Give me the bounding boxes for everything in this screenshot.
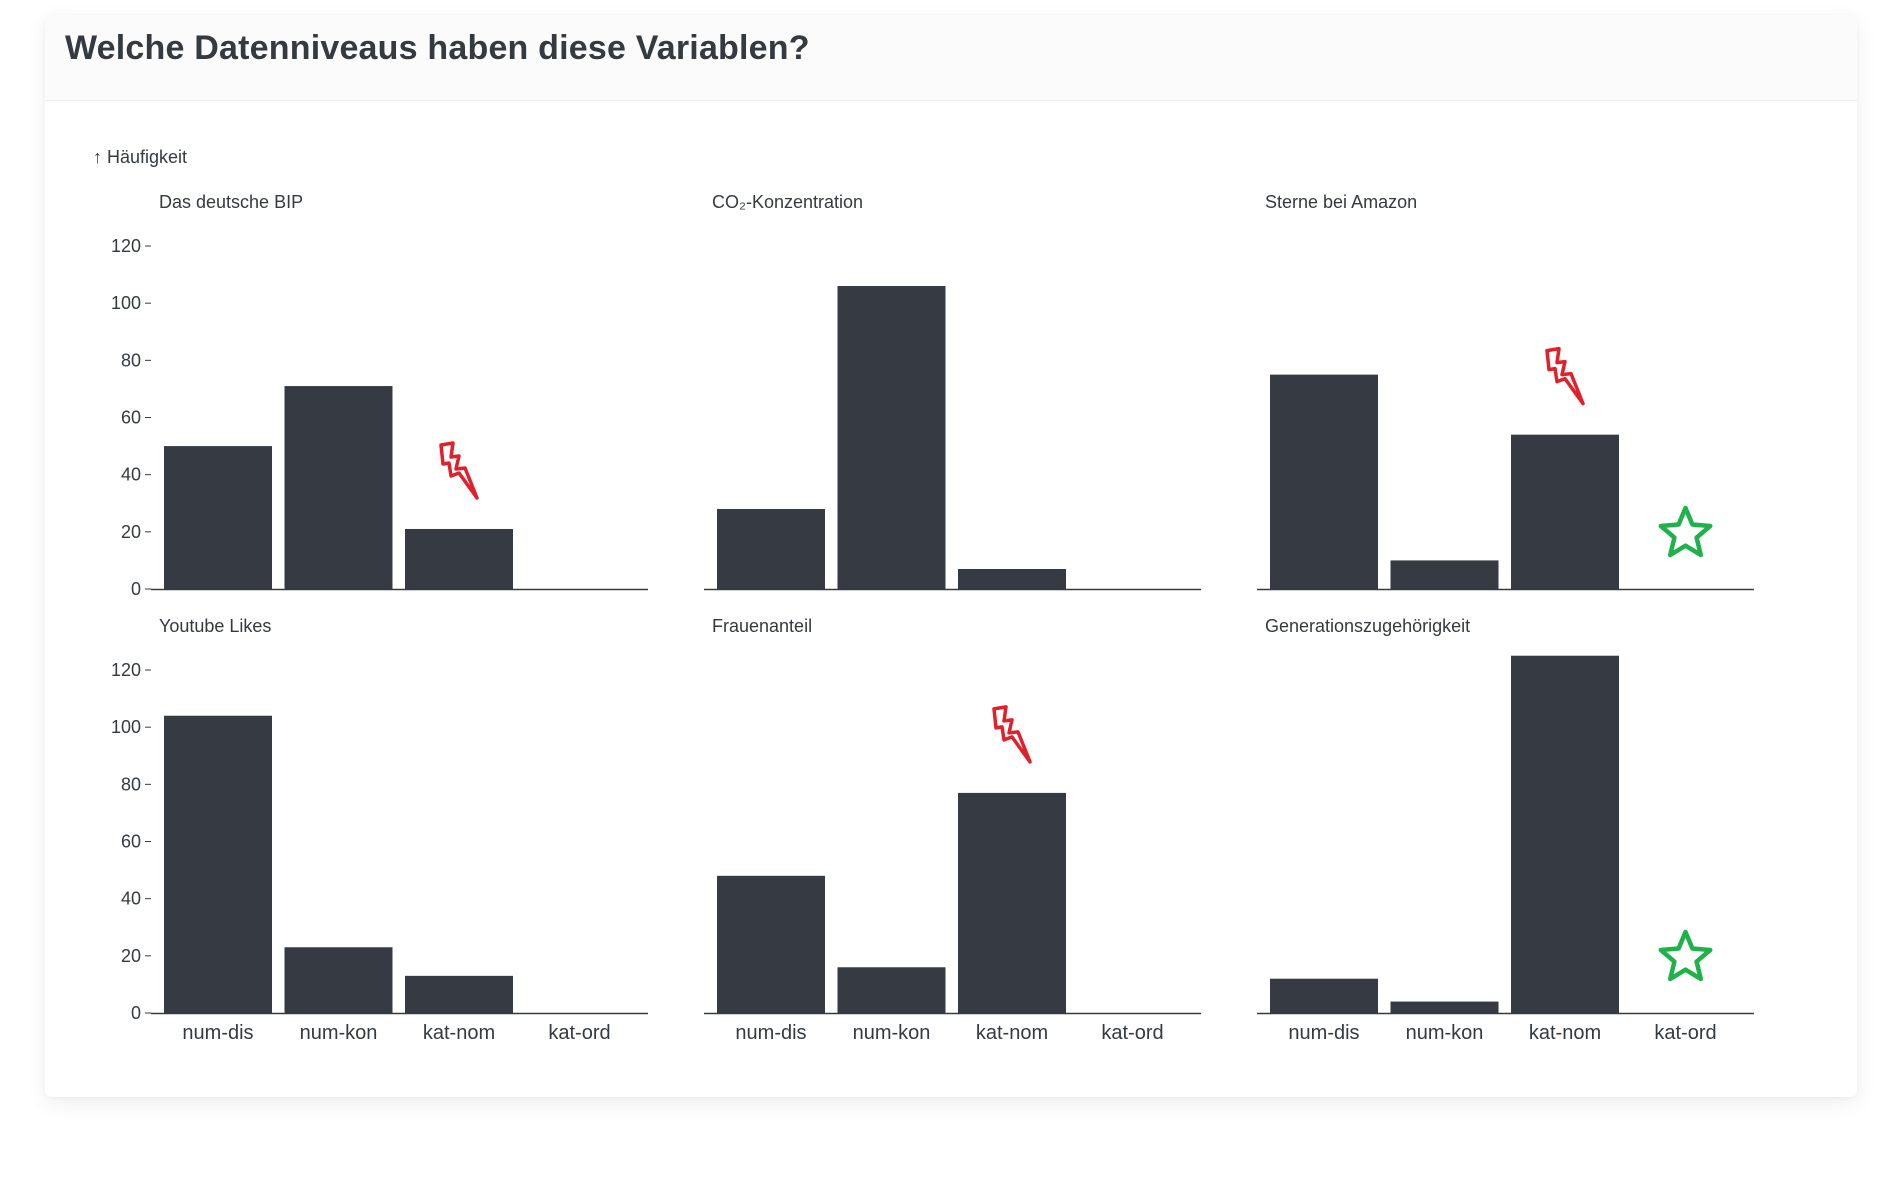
y-tick-label: 20 [121,522,141,542]
bar [958,568,1066,589]
bar [405,528,513,589]
y-axis-label: ↑ Häufigkeit [93,147,187,167]
chart-panel: Youtube Likes 0 20 40 60 80 100 120 num-dis num-k… [111,616,648,1044]
bar [164,446,272,589]
x-tick-label: num-kon [853,1022,931,1044]
chart-panel: Sterne bei Amazon [1257,192,1754,591]
y-tick-label: 40 [121,465,141,485]
lightning-shape [992,705,1032,764]
panel-title: CO₂-Konzentration [712,192,863,212]
panel-title: Youtube Likes [159,616,271,636]
x-tick-label: num-dis [735,1022,806,1044]
bar [717,875,825,1013]
x-tick-label: num-dis [182,1022,253,1044]
chart-panel: CO₂-Konzentration [704,192,1201,591]
panel-title: Das deutsche BIP [159,192,303,212]
card-header: Welche Datenniveaus haben diese Variable… [45,15,1857,101]
x-tick-label: kat-nom [423,1022,495,1044]
bar [1270,374,1378,589]
y-tick-label: 80 [121,774,141,794]
x-tick-label: num-kon [300,1022,378,1044]
lightning-shape [439,441,479,500]
bar [1390,560,1499,589]
x-tick-label: kat-ord [1654,1022,1716,1044]
y-tick-label: 100 [111,717,141,737]
bar [1390,1001,1499,1013]
chart-panel: Das deutsche BIP 0 20 40 60 80 100 120 [111,192,648,599]
panel-title: Frauenanteil [712,616,812,636]
bar [1270,978,1378,1013]
x-tick-label: kat-nom [976,1022,1048,1044]
y-tick-label: 60 [121,408,141,428]
lightning-icon [439,441,479,500]
bar [958,792,1066,1013]
panel-title: Sterne bei Amazon [1265,192,1417,212]
lightning-shape [1545,346,1585,406]
y-tick-label: 60 [121,832,141,852]
lightning-icon [1545,346,1585,406]
y-tick-label: 100 [111,293,141,313]
y-tick-label: 80 [121,350,141,370]
x-tick-label: num-kon [1406,1022,1484,1044]
panel-title: Generationszugehörigkeit [1265,616,1470,636]
y-tick-label: 40 [121,889,141,909]
lightning-icon [992,705,1032,764]
x-tick-label: kat-ord [548,1022,610,1044]
chart-panel: Frauenanteil num-dis num-kon kat-nom kat-ord [704,616,1201,1044]
page-title: Welche Datenniveaus haben diese Variable… [65,29,810,67]
y-tick-label: 0 [131,1003,141,1023]
bar [284,947,393,1013]
x-tick-label: kat-ord [1101,1022,1163,1044]
bar [284,386,393,589]
chart-panel: Generationszugehörigkeit num-dis num-kon ka… [1257,616,1754,1044]
x-tick-label: kat-nom [1529,1022,1601,1044]
x-tick-label: num-dis [1288,1022,1359,1044]
bar [1511,655,1619,1013]
bar [1511,434,1619,589]
y-tick-label: 0 [131,579,141,599]
star-icon [1658,505,1713,558]
star-icon [1658,929,1713,982]
y-tick-label: 120 [111,660,141,680]
bar [405,975,513,1013]
y-tick-label: 120 [111,236,141,256]
bar [837,967,946,1013]
y-tick-label: 20 [121,946,141,966]
bar [837,286,946,589]
bar [717,508,825,589]
bar [164,715,272,1013]
